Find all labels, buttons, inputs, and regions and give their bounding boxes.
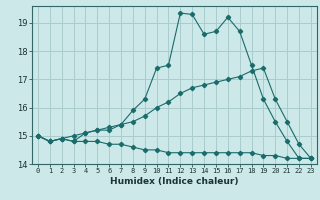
X-axis label: Humidex (Indice chaleur): Humidex (Indice chaleur): [110, 177, 239, 186]
